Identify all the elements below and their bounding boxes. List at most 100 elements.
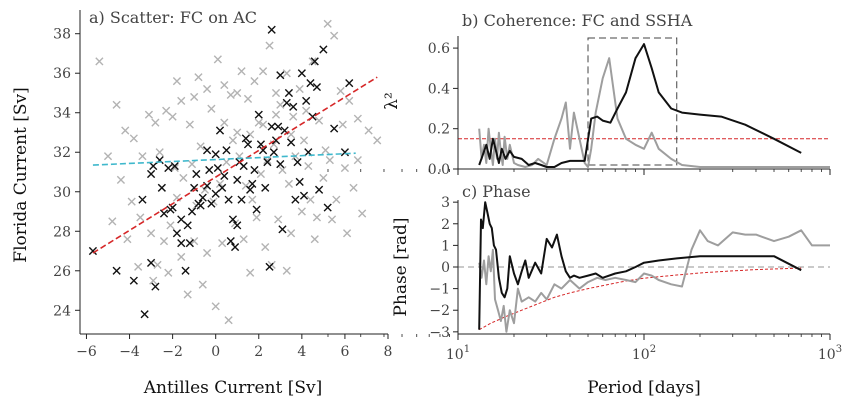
scatter-point xyxy=(274,215,283,224)
scatter-point xyxy=(239,161,248,171)
x-tick-label: 6 xyxy=(340,344,349,360)
x-tick-label: −2 xyxy=(162,344,183,360)
scatter-point xyxy=(314,116,324,125)
scatter-point xyxy=(237,67,246,76)
scatter-point xyxy=(226,90,235,100)
scatter-point xyxy=(250,77,259,86)
scatter-point xyxy=(144,110,154,119)
scatter-point xyxy=(222,146,231,155)
scatter-point xyxy=(241,134,250,143)
scatter-point xyxy=(200,185,210,194)
scatter-point xyxy=(291,195,300,204)
scatter-point xyxy=(289,102,298,111)
scatter-point xyxy=(140,310,149,319)
scatter-point xyxy=(310,235,319,244)
y-tick-label: 2 xyxy=(441,217,450,233)
scatter-point xyxy=(202,84,212,94)
scatter-point xyxy=(254,110,263,119)
scatter-point xyxy=(306,195,315,204)
scatter-point xyxy=(177,96,186,105)
scatter-point xyxy=(323,19,332,28)
scatter-point xyxy=(157,183,166,192)
panel-b-title: b) Coherence: FC and SSHA xyxy=(462,11,693,30)
x-tick-label: 2 xyxy=(254,344,263,360)
scatter-point xyxy=(304,161,313,171)
scatter-point xyxy=(129,134,138,143)
scatter-point xyxy=(224,195,233,204)
scatter-point xyxy=(299,136,309,145)
scatter-point xyxy=(353,114,362,123)
scatter-point xyxy=(168,112,177,121)
panel-c-title: c) Phase xyxy=(462,182,531,201)
scatter-point xyxy=(226,237,235,246)
scatter-point xyxy=(88,246,98,256)
scatter-point xyxy=(155,148,164,157)
y-tick-label: 0.2 xyxy=(428,122,450,138)
scatter-point xyxy=(198,280,207,289)
scatter-point xyxy=(116,175,126,184)
scatter-point xyxy=(265,41,274,50)
scatter-point xyxy=(177,239,186,248)
scatter-point xyxy=(250,165,259,175)
scatter-point xyxy=(297,207,306,216)
panel-b-content xyxy=(458,37,830,168)
scatter-point xyxy=(185,239,194,248)
scatter-point xyxy=(190,92,199,102)
panel-a-title: a) Scatter: FC on AC xyxy=(89,8,257,27)
y-tick-label: 24 xyxy=(53,303,71,319)
scatter-point xyxy=(299,191,309,200)
scatter-point xyxy=(239,235,248,244)
scatter-point xyxy=(164,268,173,277)
y-tick-label: 36 xyxy=(53,66,71,82)
scatter-point xyxy=(151,118,160,127)
scatter-point xyxy=(134,262,143,271)
scatter-point xyxy=(159,237,169,246)
x-tick-label: 4 xyxy=(297,344,306,360)
scatter-point xyxy=(127,197,136,206)
scatter-point xyxy=(233,221,242,230)
scatter-point xyxy=(278,225,287,234)
scatter-point xyxy=(190,183,199,192)
scatter-point xyxy=(248,195,257,204)
scatter-point xyxy=(136,213,145,222)
scatter-point xyxy=(213,163,222,173)
panel-a-y-label: Florida Current [Sv] xyxy=(11,87,31,262)
scatter-point xyxy=(166,205,175,214)
scatter-point xyxy=(306,79,315,88)
scatter-point xyxy=(202,248,212,258)
scatter-point xyxy=(218,239,227,248)
scatter-point xyxy=(319,45,328,54)
scatter-point xyxy=(330,124,339,133)
panel-a-x-label: Antilles Current [Sv] xyxy=(143,378,323,398)
scatter-point xyxy=(108,217,117,226)
x-tick-label: 0 xyxy=(211,344,220,360)
scatter-point xyxy=(211,150,220,159)
scatter-point xyxy=(340,163,350,173)
scatter-point xyxy=(187,160,197,169)
scatter-point xyxy=(233,88,242,98)
scatter-point xyxy=(146,229,156,238)
highlight-box xyxy=(587,37,678,166)
panel-b-x-ticks xyxy=(327,169,831,175)
x-tick-label: 102 xyxy=(632,344,656,363)
flat-fit-line xyxy=(92,152,356,166)
scatter-point xyxy=(282,69,291,78)
scatter-point xyxy=(254,118,263,127)
scatter-point xyxy=(267,25,276,34)
scatter-point xyxy=(342,229,352,238)
scatter-point xyxy=(332,195,341,204)
scatter-point xyxy=(211,302,220,311)
scatter-series-black xyxy=(88,25,354,319)
scatter-point xyxy=(228,215,238,224)
scatter-point xyxy=(218,183,227,192)
panel-c-x-label: Period [days] xyxy=(587,378,700,398)
scatter-point xyxy=(215,179,225,188)
y-tick-label: 30 xyxy=(53,185,71,201)
y-tick-label: 34 xyxy=(53,106,71,122)
scatter-point xyxy=(284,179,294,188)
y-tick-label: 28 xyxy=(53,224,71,240)
scatter-point xyxy=(338,120,347,129)
y-tick-label: 0.4 xyxy=(428,81,450,97)
